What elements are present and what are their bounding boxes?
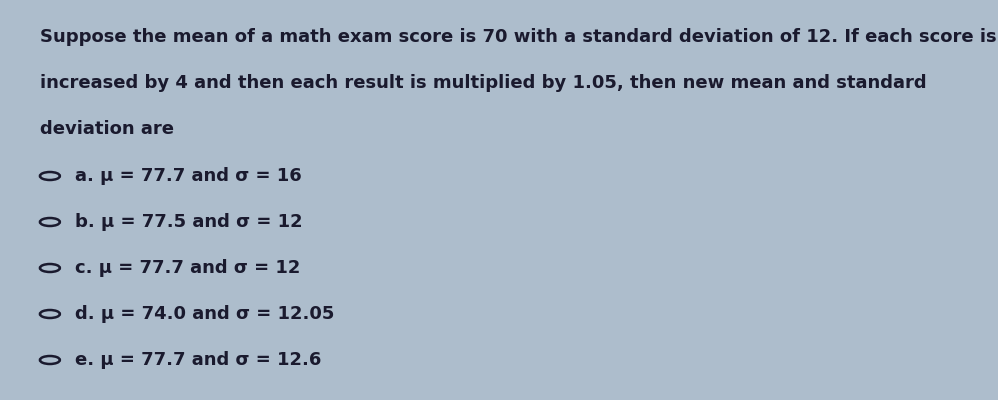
Text: Suppose the mean of a math exam score is 70 with a standard deviation of 12. If : Suppose the mean of a math exam score is… [40,28,997,46]
Text: c. μ = 77.7 and σ = 12: c. μ = 77.7 and σ = 12 [75,259,300,277]
Text: d. μ = 74.0 and σ = 12.05: d. μ = 74.0 and σ = 12.05 [75,305,334,323]
Text: b. μ = 77.5 and σ = 12: b. μ = 77.5 and σ = 12 [75,213,302,231]
Text: e. μ = 77.7 and σ = 12.6: e. μ = 77.7 and σ = 12.6 [75,351,321,369]
Text: a. μ = 77.7 and σ = 16: a. μ = 77.7 and σ = 16 [75,167,301,185]
Text: increased by 4 and then each result is multiplied by 1.05, then new mean and sta: increased by 4 and then each result is m… [40,74,926,92]
Text: deviation are: deviation are [40,120,174,138]
